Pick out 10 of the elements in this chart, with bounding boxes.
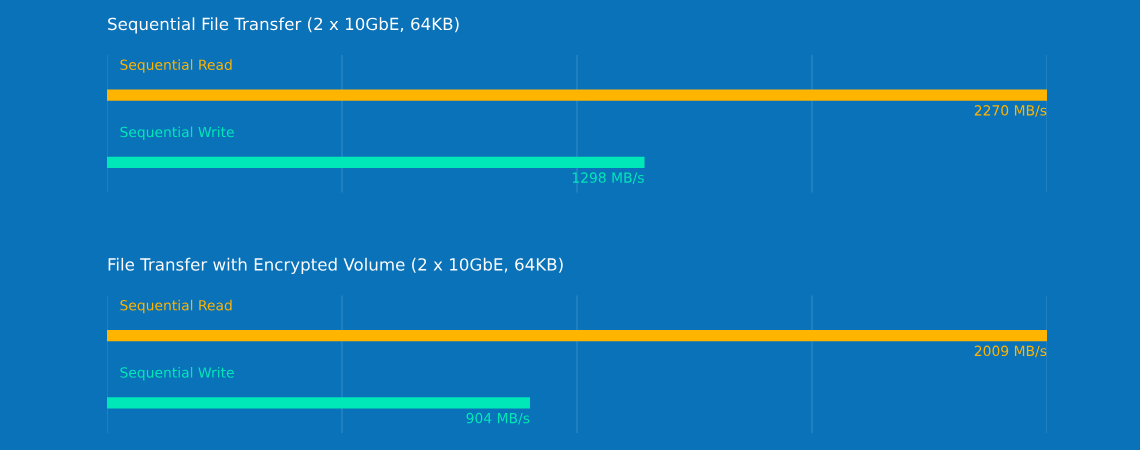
data-label: 2270 MB/s (974, 105, 1047, 117)
y-tick-label: Sequential Write (120, 366, 234, 381)
data-label: 904 MB/s (466, 412, 530, 425)
y-tick-label: Sequential Read (120, 59, 232, 73)
chart-title: Sequential File Transfer (2 x 10GbE, 64KB) (108, 17, 459, 34)
data-label: 2009 MB/s (974, 345, 1047, 358)
y-tick-label: Sequential Write (120, 126, 234, 140)
data-label: 1298 MB/s (572, 172, 644, 184)
y-tick-label: Sequential Read (120, 299, 232, 314)
chart-title: File Transfer with Encrypted Volume (2 x 10GbE, 64KB) (108, 257, 563, 274)
